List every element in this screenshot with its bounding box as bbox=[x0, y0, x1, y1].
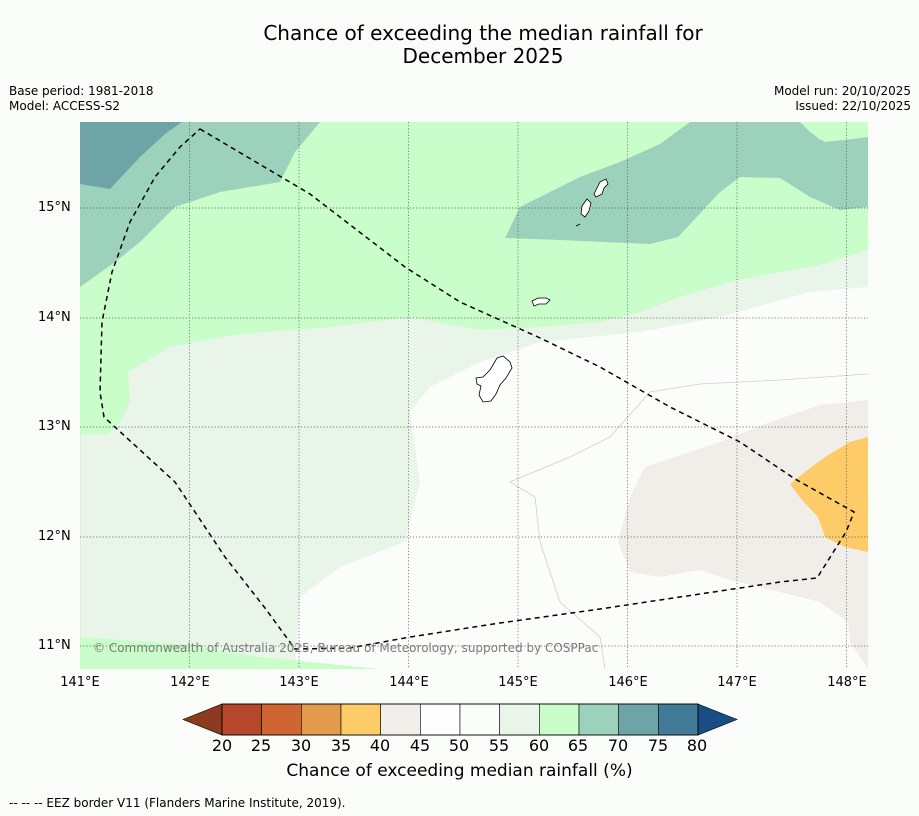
model-text: Model: ACCESS-S2 bbox=[9, 99, 121, 113]
lon-label-148: 148°E bbox=[827, 675, 867, 690]
region-70-75 bbox=[80, 122, 182, 189]
colorbar-cell-c45_50 bbox=[420, 703, 461, 736]
colorbar-arrow-low bbox=[182, 703, 223, 736]
colorbar-tick-50: 50 bbox=[448, 736, 470, 755]
colorbar-cell-c20_25 bbox=[221, 703, 262, 736]
lon-label-142: 142°E bbox=[170, 675, 210, 690]
eez-border bbox=[99, 128, 855, 650]
colorbar-tick-40: 40 bbox=[369, 736, 391, 755]
colorbar-cell-c55_60 bbox=[499, 703, 540, 736]
colorbar-cell-c30_35 bbox=[301, 703, 342, 736]
colorbar-arrow-high bbox=[697, 703, 738, 736]
colorbar bbox=[182, 703, 738, 736]
title-line-2: December 2025 bbox=[402, 44, 564, 68]
rainfall-map bbox=[80, 122, 868, 669]
lon-label-143: 143°E bbox=[279, 675, 319, 690]
lat-label-11: 11°N bbox=[38, 638, 71, 653]
colorbar-tick-65: 65 bbox=[567, 736, 589, 755]
colorbar-tick-30: 30 bbox=[290, 736, 312, 755]
lon-label-141: 141°E bbox=[60, 675, 100, 690]
contour-line bbox=[509, 373, 868, 669]
region-35-40 bbox=[790, 437, 868, 552]
lon-label-144: 144°E bbox=[389, 675, 429, 690]
colorbar-cells bbox=[221, 703, 699, 736]
colorbar-cell-c35_40 bbox=[340, 703, 381, 736]
eez-footnote: -- -- -- EEZ border V11 (Flanders Marine… bbox=[9, 796, 346, 810]
colorbar-tick-55: 55 bbox=[488, 736, 510, 755]
colorbar-tick-35: 35 bbox=[330, 736, 352, 755]
colorbar-outline bbox=[221, 703, 699, 736]
colorbar-tick-20: 20 bbox=[211, 736, 233, 755]
colorbar-cell-c65_70 bbox=[578, 703, 619, 736]
island-saipan bbox=[593, 178, 609, 198]
map-panel bbox=[80, 122, 868, 669]
colorbar-cell-c25_30 bbox=[261, 703, 302, 736]
lat-label-14: 14°N bbox=[38, 310, 71, 325]
island-guam bbox=[475, 355, 513, 403]
colorbar-cell-c40_45 bbox=[380, 703, 421, 736]
graticule bbox=[80, 122, 868, 669]
region-65-70-ne bbox=[505, 122, 868, 244]
copyright-credit: © Commonwealth of Australia 2025, Bureau… bbox=[93, 641, 599, 655]
region-60-65-south bbox=[80, 637, 380, 669]
colorbar-cell-c60_65 bbox=[539, 703, 580, 736]
region-60-65-ne bbox=[800, 122, 868, 142]
lat-label-15: 15°N bbox=[38, 200, 71, 215]
island-rota bbox=[531, 297, 551, 307]
colorbar-tick-45: 45 bbox=[409, 736, 431, 755]
chart-title: Chance of exceeding the median rainfall … bbox=[0, 22, 919, 68]
colorbar-cell-c70_75 bbox=[618, 703, 659, 736]
meta-left: Base period: 1981-2018 Model: ACCESS-S2 bbox=[9, 84, 154, 114]
colorbar-tick-70: 70 bbox=[607, 736, 629, 755]
base-period-text: Base period: 1981-2018 bbox=[9, 84, 154, 98]
colorbar-cell-c75_80 bbox=[658, 703, 699, 736]
colorbar-tick-60: 60 bbox=[528, 736, 550, 755]
region-40-45 bbox=[618, 400, 868, 669]
lon-label-147: 147°E bbox=[717, 675, 757, 690]
issued-text: Issued: 22/10/2025 bbox=[795, 99, 911, 113]
colorbar-tick-75: 75 bbox=[647, 736, 669, 755]
title-line-1: Chance of exceeding the median rainfall … bbox=[263, 21, 703, 45]
lon-label-146: 146°E bbox=[608, 675, 648, 690]
model-run-text: Model run: 20/10/2025 bbox=[773, 84, 911, 98]
lon-label-145: 145°E bbox=[498, 675, 538, 690]
island-aguijan bbox=[575, 223, 581, 227]
colorbar-tick-80: 80 bbox=[686, 736, 708, 755]
island-tinian bbox=[580, 198, 592, 218]
region-65-70-west bbox=[80, 122, 320, 287]
colorbar-tick-25: 25 bbox=[250, 736, 272, 755]
lat-label-12: 12°N bbox=[38, 529, 71, 544]
meta-right: Model run: 20/10/2025 Issued: 22/10/2025 bbox=[774, 84, 911, 114]
lat-label-13: 13°N bbox=[38, 419, 71, 434]
colorbar-cell-c50_55 bbox=[459, 703, 500, 736]
colorbar-label: Chance of exceeding median rainfall (%) bbox=[286, 761, 633, 781]
